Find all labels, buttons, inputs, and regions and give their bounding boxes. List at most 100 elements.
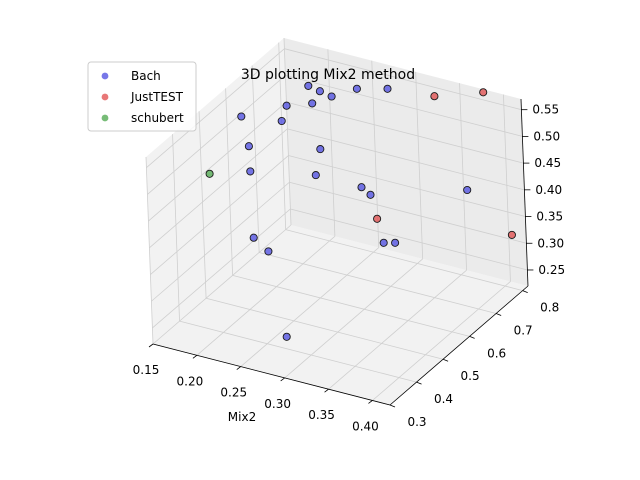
grid-line-x — [459, 83, 467, 271]
data-point — [373, 214, 382, 223]
chart-title: 3D plotting Mix2 method — [241, 67, 415, 83]
grid-line-z — [285, 75, 523, 137]
left-pane — [146, 38, 291, 344]
data-point — [315, 87, 324, 96]
grid-line-y — [179, 320, 417, 383]
y-tick — [416, 381, 422, 385]
data-points — [205, 81, 516, 341]
grid-lines — [145, 37, 528, 406]
x-tick-label: 0.40 — [352, 419, 379, 433]
x-axis-line — [152, 343, 391, 406]
tick-labels: 0.15 0.20 0.25 0.30 0.35 0.40 0.3 0.4 0.5 0.6 0.7 0… — [133, 103, 565, 434]
floor-pane — [153, 225, 528, 405]
x-tick — [148, 343, 154, 348]
grid-line-y — [172, 134, 180, 322]
z-tick-label: 0.55 — [532, 103, 559, 117]
x-tick-label: 0.30 — [264, 397, 291, 411]
grid-line-z — [286, 101, 524, 164]
z-tick-label: 0.40 — [535, 183, 562, 197]
x-tick — [368, 400, 373, 404]
grid-line-z — [149, 128, 288, 249]
data-point — [237, 112, 246, 121]
grid-line-x — [415, 71, 424, 259]
grid-line-z — [147, 75, 286, 195]
z-tick-label: 0.25 — [538, 263, 565, 277]
y-tick-label: 0.8 — [540, 301, 559, 315]
x-tick-label: 0.25 — [220, 386, 247, 400]
y-tick — [469, 335, 475, 339]
data-point — [479, 88, 488, 97]
tick-marks — [148, 109, 534, 408]
y-tick-label: 0.4 — [434, 392, 453, 406]
grid-line-y — [198, 111, 207, 299]
y-tick — [522, 290, 528, 293]
data-point — [244, 142, 253, 151]
x-tick — [236, 366, 242, 370]
grid-line-x — [240, 247, 380, 367]
data-point — [463, 185, 472, 195]
grid-line-z — [287, 128, 525, 191]
grid-line-y — [285, 229, 523, 291]
data-point — [249, 233, 258, 242]
data-point — [379, 238, 388, 247]
grid-line-x — [196, 235, 336, 356]
data-point — [282, 332, 291, 341]
grid-line-z — [290, 208, 528, 271]
data-point — [282, 101, 291, 110]
data-point — [277, 116, 286, 126]
grid-line-x — [328, 269, 467, 390]
data-point — [352, 84, 361, 93]
data-point — [205, 169, 214, 178]
grid-line-y — [145, 156, 154, 345]
y-tick-label: 0.7 — [514, 323, 533, 337]
x-tick — [324, 388, 329, 393]
y-tick-label: 0.3 — [407, 415, 426, 429]
grid-line-y — [278, 42, 287, 230]
grid-line-z — [148, 101, 287, 222]
x-tick — [192, 354, 198, 359]
grid-line-z — [289, 181, 527, 244]
grid-line-z — [151, 181, 290, 302]
x-tick-label: 0.15 — [133, 363, 160, 377]
data-point — [383, 84, 392, 93]
y-tick-label: 0.6 — [487, 346, 506, 360]
data-point — [316, 145, 325, 154]
data-point — [246, 167, 255, 176]
legend-label: JustTEST — [130, 90, 184, 104]
data-point — [366, 190, 375, 199]
x-tick-label: 0.35 — [308, 408, 335, 422]
legend-label: Bach — [131, 69, 161, 83]
grid-line-z — [288, 155, 526, 217]
y-axis-line — [389, 285, 529, 406]
x-axis-label: Mix2 — [228, 410, 256, 424]
grid-line-y — [259, 252, 497, 314]
y-tick-label: 0.5 — [461, 369, 480, 383]
grid-line-x — [152, 224, 292, 345]
back-pane — [284, 38, 528, 286]
grid-line-x — [283, 37, 292, 226]
data-point — [311, 171, 320, 180]
data-point — [507, 230, 516, 239]
data-point — [391, 238, 400, 247]
grid-line-x — [284, 258, 423, 379]
grid-line-y — [251, 65, 260, 253]
z-axis-line — [520, 98, 529, 287]
z-tick-label: 0.30 — [537, 236, 564, 250]
series-justtest — [373, 88, 516, 239]
legend-marker — [101, 114, 109, 122]
legend-label: schubert — [131, 111, 184, 125]
data-point — [264, 247, 273, 256]
legend: Bach JustTEST schubert — [87, 61, 197, 132]
axes-panes — [146, 38, 528, 405]
grid-line-x — [372, 281, 511, 401]
y-tick — [442, 358, 449, 362]
z-tick-label: 0.50 — [533, 129, 560, 143]
series-bach — [237, 81, 472, 341]
x-tick — [280, 377, 285, 382]
data-point — [304, 81, 313, 90]
y-tick — [389, 404, 396, 408]
data-point — [357, 183, 366, 192]
series-schubert — [205, 169, 214, 178]
